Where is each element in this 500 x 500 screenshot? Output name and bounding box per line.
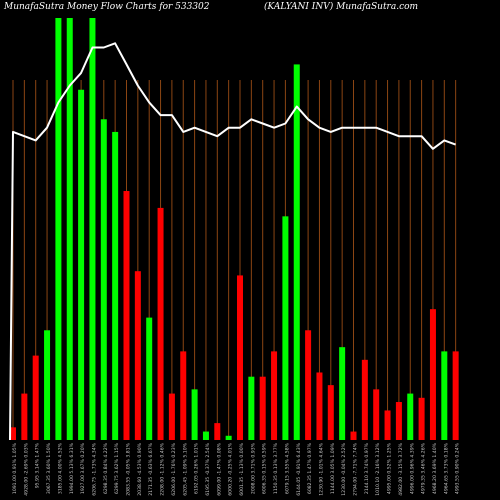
x-tick-label: 1144.00 3.05% 1.09% [330, 442, 336, 494]
x-tick-label: 4982.00 -3.15% 3.72% [398, 442, 404, 495]
x-tick-label: 3185.00 4.00% 4.52% [57, 442, 63, 494]
bar [78, 89, 85, 441]
x-tick-label: 2144.10 3.74% 0.97% [364, 442, 370, 494]
x-tick-label: 1150.35 0.13% 3.77% [273, 442, 279, 494]
x-tick-label: 6195.35 -0.37% 2.54% [205, 442, 211, 495]
bar [259, 376, 266, 440]
bar [146, 317, 153, 440]
bar [100, 119, 107, 440]
x-tick-label: 4964.65 3.73% 0.18% [443, 442, 449, 494]
bar [293, 64, 300, 441]
x-tick-label: 6299.75 3.62% 1.15% [114, 442, 120, 494]
x-tick-label: 6206.00 -1.76% 0.23% [171, 442, 177, 495]
bar [429, 309, 436, 440]
x-tick-label: 6001.35 -1.13% 0.00% [239, 442, 245, 495]
x-tick-label: 3067.35 3.60% 1.50% [46, 442, 52, 494]
bar [32, 355, 39, 440]
chart-title: MunafaSutra Money Flow Charts for 533302 [4, 2, 210, 12]
bar [305, 330, 312, 440]
bar [384, 410, 391, 440]
x-tick-label: 2171.35 -0.63% 6.67% [148, 442, 154, 495]
x-tick-label: 6298.35 0.84% 4.22% [103, 442, 109, 494]
bar [180, 351, 187, 440]
x-tick-label: 4995.00 0.52% 1.25% [387, 442, 393, 494]
bar [373, 389, 380, 440]
bar [327, 385, 334, 440]
bar [157, 207, 164, 440]
bar [21, 393, 28, 440]
bar [452, 351, 459, 440]
bar [361, 359, 368, 440]
x-tick-label: 1230.90 -1.01% 4.64% [318, 442, 324, 495]
bar [407, 393, 414, 440]
bar [55, 18, 62, 440]
bar [66, 18, 73, 440]
x-tick-label: 6079.15 3.55% 4.58% [284, 442, 290, 494]
bar [282, 216, 289, 440]
x-tick-label: 1010.10 -2.16% 3.12% [375, 442, 381, 495]
bar [395, 402, 402, 440]
x-tick-label: 6144.05 -0.91% 6.43% [296, 442, 302, 495]
x-tick-label: 2208.00 -1.12% 0.46% [160, 442, 166, 495]
x-tick-label: 4979.35 3.46% 4.26% [421, 442, 427, 494]
x-tick-label: 4968.20 3.69% 1.40% [432, 442, 438, 494]
bar [134, 271, 141, 440]
bar [191, 389, 198, 440]
x-tick-label: 6192.05 0.26% 1.01% [194, 442, 200, 494]
bar [123, 191, 130, 440]
x-tick-label: 1994.00 5.13% 6.31% [69, 442, 75, 494]
x-tick-label: 4993.55 0.90% 0.24% [455, 442, 461, 494]
x-tick-label: 2008.00 3.71% 0.93% [250, 442, 256, 494]
bar [202, 431, 209, 440]
bar [418, 397, 425, 440]
x-tick-label: 6099.00 -1.47% 0.08% [216, 442, 222, 495]
bar [225, 435, 232, 440]
bar [237, 275, 243, 440]
x-tick-label: 1230.00 -0.04% 2.52% [341, 442, 347, 495]
bar [248, 376, 255, 440]
bar [89, 18, 96, 440]
x-tick-label: 4996.00 0.96% 4.39% [409, 442, 415, 494]
x-tick-label: 6205.45 -1.09% 5.10% [182, 442, 188, 495]
bar [316, 372, 323, 440]
x-tick-label: 6000.20 -0.25% 4.01% [228, 442, 234, 495]
bar [44, 330, 51, 440]
bar [339, 347, 346, 440]
x-tick-label: 6206.75 -1.73% 4.34% [91, 442, 97, 495]
x-tick-label: 2038.60 -4.53% 0.90% [137, 442, 143, 495]
bar [441, 351, 448, 440]
bar [168, 393, 175, 440]
x-tick-label: 95.95 3.14% 1.47% [35, 442, 41, 488]
x-tick-label: 1927.00 3.67% 0.20% [80, 442, 86, 494]
x-tick-label: 6082.35 1.47% 0.97% [307, 442, 313, 494]
x-tick-label: 4928.00 -2.69% 0.03% [23, 442, 29, 495]
chart-subtitle: (KALYANI INV) MunafaSutra.com [264, 2, 419, 12]
money-flow-line [9, 42, 456, 441]
x-tick-label: 2083.55 -0.05% 3.81% [126, 442, 132, 495]
bar [271, 351, 278, 440]
x-tick-label: 1091.00 0.91% 1.05% [12, 442, 18, 494]
bar [214, 423, 221, 440]
x-tick-label: 6006.35 0.15% 0.59% [262, 442, 268, 494]
x-tick-label: 2794.00 -7.71% 7.74% [353, 442, 359, 495]
bar [350, 431, 357, 440]
bar [112, 131, 119, 440]
bar [10, 427, 16, 440]
